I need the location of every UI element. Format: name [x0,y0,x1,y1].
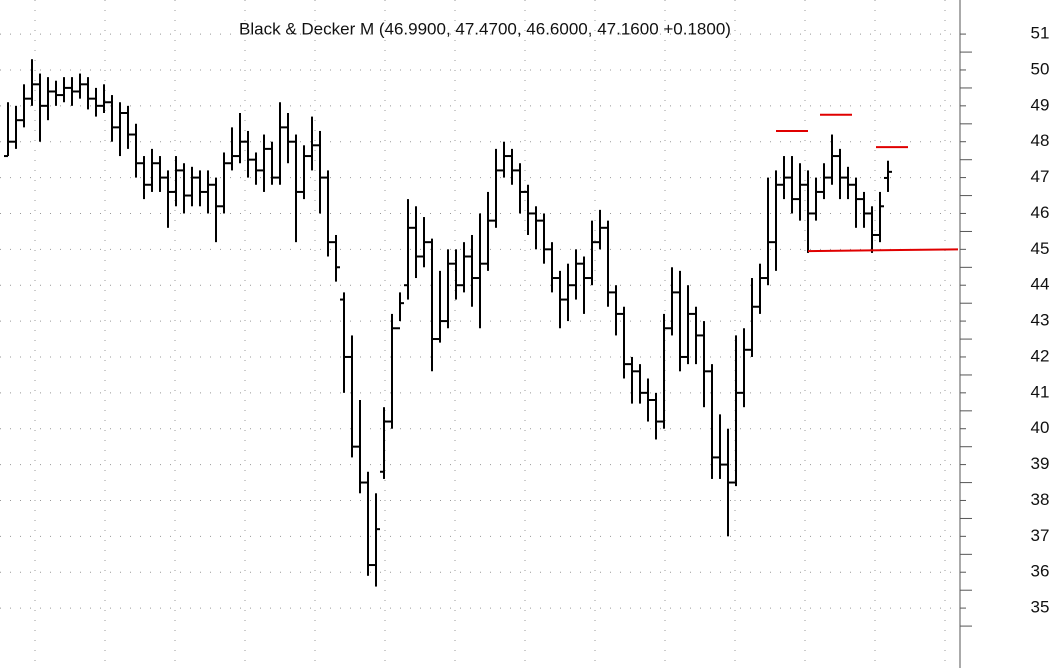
y-tick-label: 37 [1031,526,1050,545]
y-tick-label: 49 [1031,95,1050,114]
y-tick-label: 42 [1031,346,1050,365]
y-tick-label: 40 [1031,418,1050,437]
y-tick-label: 46 [1031,203,1050,222]
y-tick-label: 48 [1031,131,1050,150]
y-tick-label: 44 [1031,275,1050,294]
chart-title: Black & Decker M (46.9900, 47.4700, 46.6… [239,19,731,38]
y-tick-label: 38 [1031,490,1050,509]
y-tick-label: 51 [1031,24,1050,43]
y-tick-label: 41 [1031,382,1050,401]
y-tick-label: 47 [1031,167,1050,186]
y-tick-label: 43 [1031,311,1050,330]
y-tick-label: 35 [1031,598,1050,617]
y-tick-label: 39 [1031,454,1050,473]
y-tick-label: 36 [1031,562,1050,581]
y-tick-label: 50 [1031,59,1050,78]
y-tick-label: 45 [1031,239,1050,258]
annotation-line [807,248,959,253]
